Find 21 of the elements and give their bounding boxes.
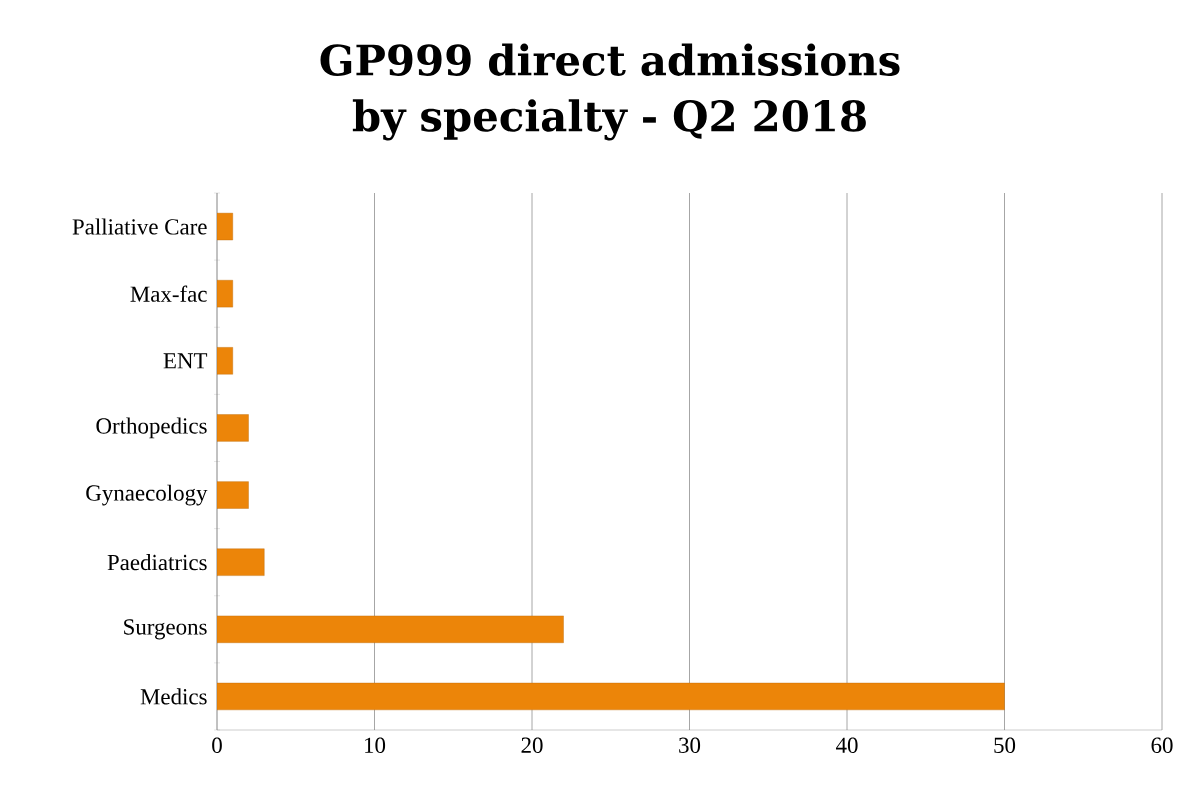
- bar: [217, 481, 249, 509]
- x-tick-label: 20: [521, 737, 543, 753]
- x-tick-label: 60: [1151, 737, 1173, 753]
- x-tick-label: 50: [994, 737, 1016, 753]
- y-tick-label: Paediatrics: [107, 554, 207, 571]
- bar: [217, 548, 265, 576]
- y-tick-label: Surgeons: [124, 619, 207, 640]
- x-tick-label: 0: [212, 737, 222, 753]
- chart-title: GP999 direct admissions by specialty - Q2 2018: [320, 43, 900, 141]
- y-tick-label: Palliative Care: [72, 218, 207, 235]
- y-tick-label: ENT: [163, 353, 208, 369]
- y-tick-label: Medics: [140, 688, 207, 705]
- bar: [217, 682, 1005, 711]
- y-tick-label: Max-fac: [130, 285, 207, 302]
- bar: [217, 615, 564, 643]
- y-tick-label: Orthopedics: [96, 417, 207, 439]
- x-tick-label: 40: [836, 737, 858, 753]
- x-tick-label: 10: [365, 737, 386, 753]
- bar: [217, 414, 249, 442]
- x-tick-label: 30: [679, 737, 701, 753]
- y-tick-label: Gynaecology: [86, 484, 208, 506]
